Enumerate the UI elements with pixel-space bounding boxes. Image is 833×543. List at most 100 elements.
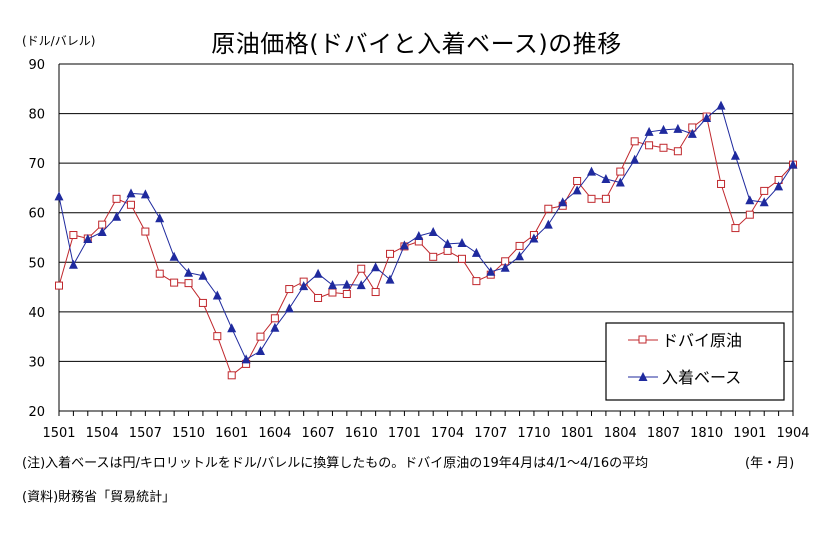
dubai-point [126,200,135,209]
source-note: (資料)財務省「貿易統計」 [22,490,176,505]
x-tick-label: 1604 [258,426,291,441]
cif-point [241,354,251,364]
dubai-point [155,269,164,278]
legend-dubai-marker [638,335,647,344]
legend-dubai-label: ドバイ原油 [662,331,742,350]
dubai-point [587,194,596,203]
y-tick-label: 40 [28,306,45,321]
dubai-point [645,141,654,150]
y-tick-label: 60 [28,207,45,222]
cif-point [659,124,668,134]
dubai-point [443,246,452,255]
x-tick-label: 1510 [172,426,205,441]
x-tick-label: 1501 [42,426,75,441]
cif-point [558,197,568,207]
x-tick-label: 1507 [129,426,162,441]
dubai-point [630,137,639,146]
x-tick-label: 1807 [647,426,680,441]
y-tick-label: 30 [28,355,45,370]
cif-point [500,262,510,272]
cif-point [630,154,640,164]
cif-point [83,234,93,243]
cif-point [471,247,481,257]
y-tick-label: 70 [28,157,45,172]
dubai-point [673,147,682,156]
series-line-dubai [58,115,794,377]
cif-point [745,195,755,205]
x-tick-label: 1610 [345,426,378,441]
cif-point [716,100,726,110]
cif-point [313,268,323,278]
dubai-point [270,314,279,323]
dubai-point [184,279,193,288]
dubai-point [457,254,466,263]
x-tick-label: 1701 [388,426,421,441]
y-axis-unit-label: (ドル/バレル) [22,34,96,48]
cif-point [673,123,683,133]
dubai-point [141,227,150,236]
x-tick-label: 1901 [733,426,766,441]
cif-point [212,290,222,300]
x-tick-label: 1607 [302,426,335,441]
legend: ドバイ原油 入着ベース [605,322,785,401]
dubai-point [69,231,78,240]
dubai-point [429,252,438,261]
footnote: (注)入着ベースは円/キロリットルをドル/バレルに換算したもの。ドバイ原油の19… [22,456,649,471]
cif-point [601,174,611,183]
legend-box [605,322,785,401]
dubai-point [227,371,236,380]
cif-point [644,126,654,136]
cif-point [543,219,553,229]
cif-point [587,166,596,176]
series-layer [54,100,798,380]
cif-point [615,177,625,187]
cif-point [328,280,337,290]
cif-point [155,213,165,223]
cif-point [356,280,366,290]
dubai-point [616,167,625,176]
cif-point [198,270,208,280]
x-tick-label: 1504 [86,426,119,441]
dubai-point [342,290,351,299]
x-tick-label: 1904 [776,426,809,441]
cif-point [515,251,524,261]
cif-point [342,279,352,289]
cif-point [270,322,280,332]
cif-point [184,267,193,277]
dubai-point [717,179,726,188]
dubai-point [170,278,179,287]
cif-point [774,181,784,191]
cif-point [414,231,424,240]
cif-point [169,251,179,261]
dubai-point [55,281,63,290]
series-line-cif [58,104,794,361]
dubai-point [731,224,740,233]
cif-point [486,266,496,276]
dubai-point [213,332,222,341]
cif-point [730,150,740,160]
legend-cif-label: 入着ベース [662,368,741,387]
dubai-point [256,332,265,341]
legend-cif-marker [638,372,648,381]
x-tick-label: 1704 [431,426,464,441]
dubai-point [328,288,337,297]
cif-point [97,227,107,236]
y-tick-label: 20 [28,405,45,420]
x-tick-label: 1707 [474,426,507,441]
y-tick-label: 90 [28,58,45,73]
dubai-point [745,210,754,219]
dubai-point [357,264,366,273]
dubai-point [371,288,380,297]
dubai-point [760,186,769,195]
x-tick-label: 1804 [604,426,637,441]
dubai-point [112,194,121,203]
cif-point [256,346,265,355]
axes: 20 30 40 50 60 70 80 90 1501 1504 1507 1510 1601 1604… [28,58,809,441]
cif-point [457,238,467,247]
dubai-point [386,249,395,258]
cif-point [371,262,381,272]
cif-point [529,233,539,243]
cif-point [54,191,64,201]
dubai-point [285,285,294,294]
